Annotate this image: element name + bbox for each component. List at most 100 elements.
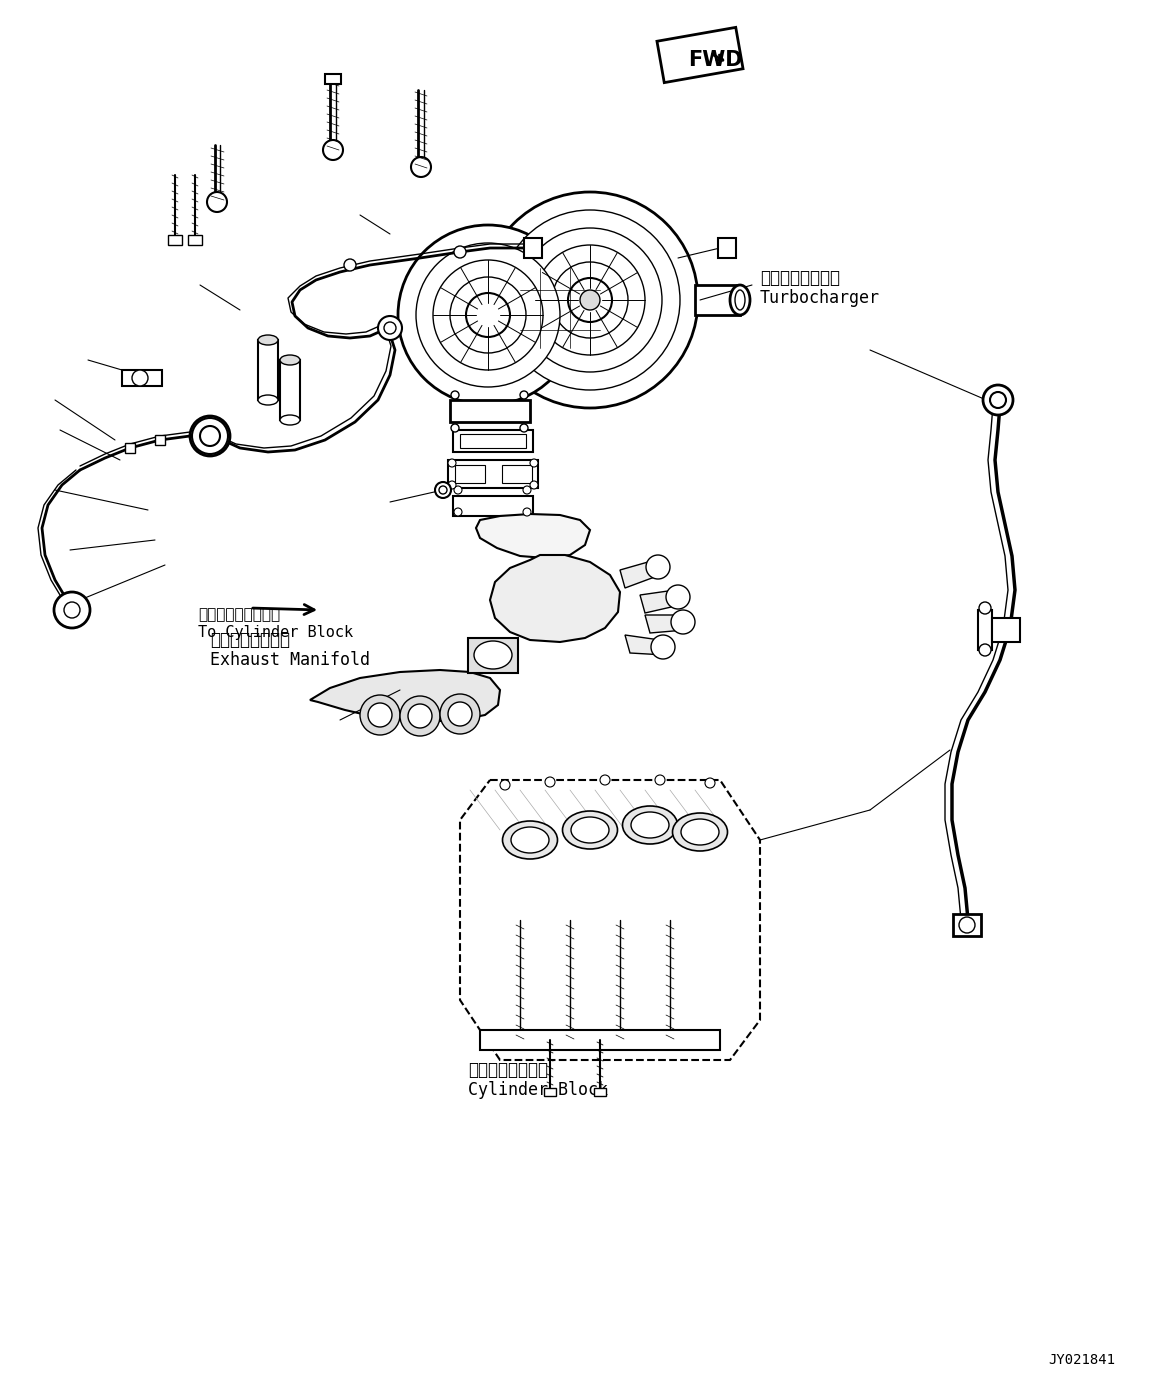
Bar xyxy=(978,610,992,650)
Bar xyxy=(454,496,533,515)
Text: ターボチャージャ: ターボチャージャ xyxy=(759,270,840,286)
Ellipse shape xyxy=(475,641,512,669)
Circle shape xyxy=(520,425,528,432)
Text: Exhaust Manifold: Exhaust Manifold xyxy=(211,651,370,669)
Circle shape xyxy=(530,481,538,489)
Text: JY021841: JY021841 xyxy=(1048,1354,1115,1368)
Bar xyxy=(258,339,278,400)
Circle shape xyxy=(361,694,400,735)
Circle shape xyxy=(384,321,395,334)
Circle shape xyxy=(600,775,611,785)
Ellipse shape xyxy=(502,821,557,859)
Bar xyxy=(167,235,181,244)
Circle shape xyxy=(655,775,665,785)
Text: To Cylinder Block: To Cylinder Block xyxy=(198,626,354,640)
Ellipse shape xyxy=(563,812,618,849)
Polygon shape xyxy=(311,671,500,722)
Circle shape xyxy=(500,210,680,390)
Circle shape xyxy=(411,156,431,177)
Circle shape xyxy=(454,509,462,515)
Bar xyxy=(992,617,1020,643)
Circle shape xyxy=(580,291,600,310)
Circle shape xyxy=(568,278,612,321)
Bar xyxy=(454,430,533,453)
Bar xyxy=(122,370,162,386)
Circle shape xyxy=(518,228,662,372)
Polygon shape xyxy=(490,555,620,643)
Circle shape xyxy=(450,277,526,353)
Circle shape xyxy=(545,777,555,787)
Ellipse shape xyxy=(622,806,678,844)
Bar xyxy=(455,465,485,483)
Polygon shape xyxy=(476,514,590,557)
Bar xyxy=(718,237,736,258)
Circle shape xyxy=(651,636,675,659)
Circle shape xyxy=(451,391,459,400)
Circle shape xyxy=(523,486,531,495)
Circle shape xyxy=(448,460,456,467)
Text: シリンダブロック: シリンダブロック xyxy=(468,1060,548,1078)
Polygon shape xyxy=(657,28,743,82)
Ellipse shape xyxy=(280,355,300,365)
Circle shape xyxy=(53,592,90,629)
Ellipse shape xyxy=(258,395,278,405)
Bar xyxy=(525,237,542,258)
Circle shape xyxy=(448,481,456,489)
Circle shape xyxy=(990,393,1006,408)
Circle shape xyxy=(398,225,578,405)
Circle shape xyxy=(520,391,528,400)
Ellipse shape xyxy=(632,812,669,838)
Bar xyxy=(324,74,341,84)
Ellipse shape xyxy=(571,817,609,842)
Bar xyxy=(155,434,165,446)
Circle shape xyxy=(435,482,451,497)
Circle shape xyxy=(530,460,538,467)
Circle shape xyxy=(979,644,991,657)
Polygon shape xyxy=(620,560,659,588)
Circle shape xyxy=(323,140,343,161)
Polygon shape xyxy=(625,636,665,655)
Circle shape xyxy=(400,696,440,736)
Text: Cylinder Block: Cylinder Block xyxy=(468,1081,608,1099)
Circle shape xyxy=(416,243,561,387)
Circle shape xyxy=(466,293,511,337)
Bar xyxy=(461,434,526,448)
Circle shape xyxy=(481,191,698,408)
Ellipse shape xyxy=(511,827,549,854)
Circle shape xyxy=(368,703,392,726)
Circle shape xyxy=(192,418,228,454)
Circle shape xyxy=(979,602,991,615)
Circle shape xyxy=(500,780,511,789)
Bar xyxy=(188,235,202,244)
Ellipse shape xyxy=(280,415,300,425)
Circle shape xyxy=(523,509,531,515)
Circle shape xyxy=(344,258,356,271)
Polygon shape xyxy=(645,615,685,633)
Text: 排気マニホールド: 排気マニホールド xyxy=(211,631,290,650)
Circle shape xyxy=(451,425,459,432)
Bar xyxy=(952,914,982,936)
Bar xyxy=(502,465,531,483)
Circle shape xyxy=(959,916,975,933)
Ellipse shape xyxy=(682,819,719,845)
Polygon shape xyxy=(640,590,680,613)
Text: シリンダブロックへ: シリンダブロックへ xyxy=(198,608,280,623)
Bar xyxy=(450,400,530,422)
Circle shape xyxy=(190,416,230,455)
Text: FWD: FWD xyxy=(688,50,742,70)
Circle shape xyxy=(454,246,466,258)
Bar xyxy=(480,1030,720,1051)
Circle shape xyxy=(131,370,148,386)
Circle shape xyxy=(438,486,447,495)
Ellipse shape xyxy=(258,335,278,345)
Ellipse shape xyxy=(735,291,745,310)
Circle shape xyxy=(440,694,480,733)
Circle shape xyxy=(666,585,690,609)
Circle shape xyxy=(645,555,670,578)
Bar xyxy=(468,638,518,673)
Ellipse shape xyxy=(672,813,728,851)
Bar xyxy=(511,268,611,348)
Circle shape xyxy=(454,486,462,495)
Bar xyxy=(448,460,538,488)
Circle shape xyxy=(433,260,543,370)
